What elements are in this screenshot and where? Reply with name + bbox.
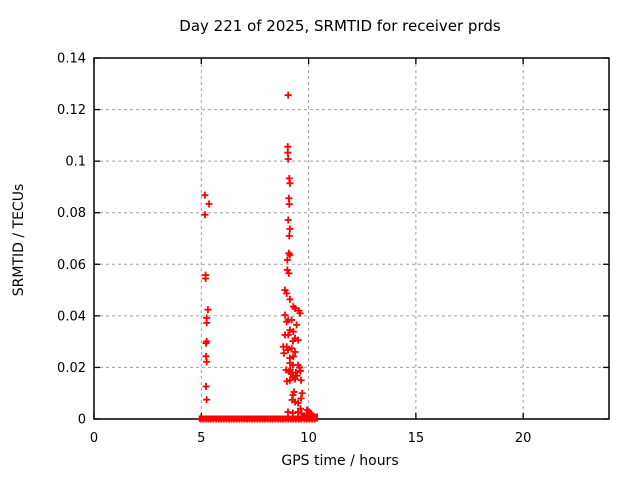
plot-border — [93, 57, 610, 420]
x-tick-label: 0 — [90, 431, 98, 446]
chart-title: Day 221 of 2025, SRMTID for receiver prd… — [179, 17, 501, 35]
x-tick-label: 5 — [197, 431, 205, 446]
y-tick-label: 0.1 — [65, 155, 86, 170]
y-tick-label: 0.08 — [57, 206, 86, 221]
x-tick-label: 15 — [408, 431, 425, 446]
y-tick-label: 0.12 — [57, 103, 86, 118]
x-tick-label: 10 — [300, 431, 317, 446]
y-tick-label: 0.14 — [57, 52, 86, 67]
x-axis-label: GPS time / hours — [281, 453, 399, 469]
y-tick-label: 0.04 — [57, 309, 86, 324]
y-tick-label: 0.02 — [57, 361, 86, 376]
y-tick-label: 0.06 — [57, 258, 86, 273]
y-tick-label: 0 — [78, 413, 86, 428]
x-tick-label: 20 — [515, 431, 532, 446]
